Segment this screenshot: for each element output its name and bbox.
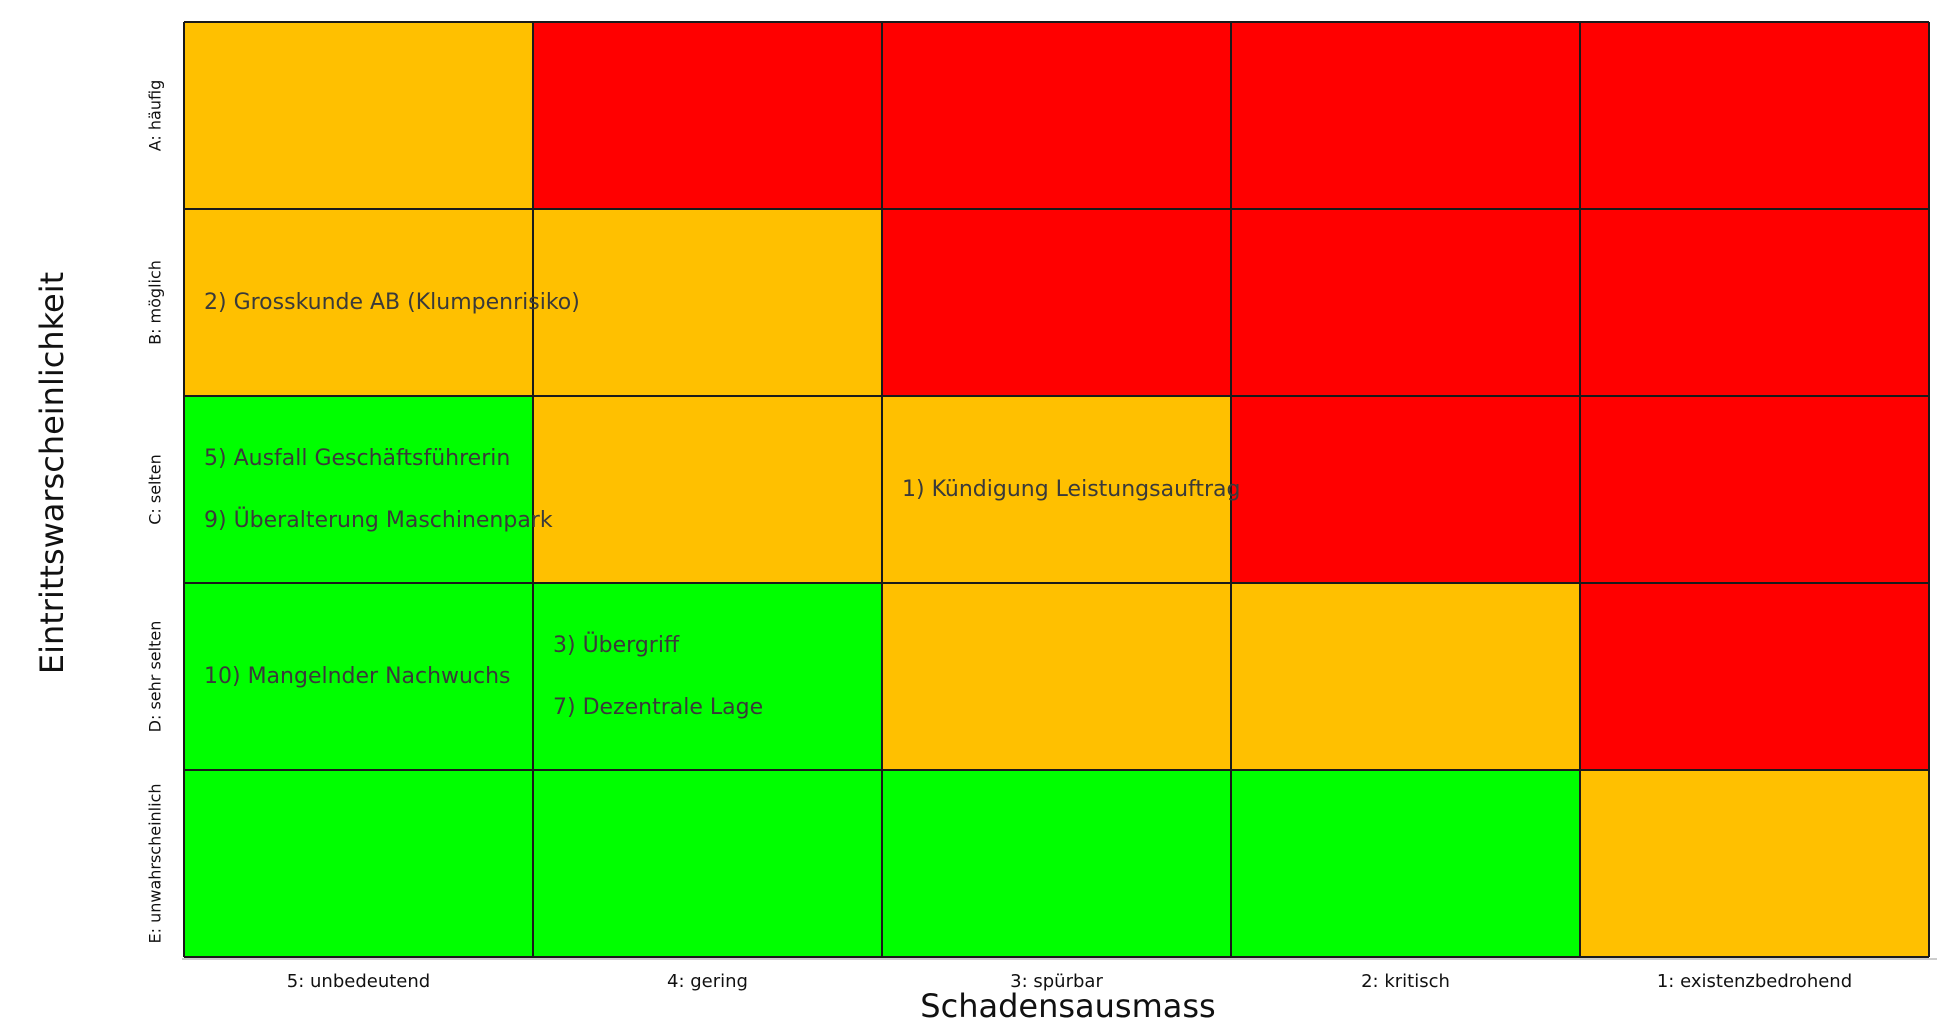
x-axis-title: Schadensausmass [920, 987, 1215, 1025]
risk-labels: 2) Grosskunde AB (Klumpenrisiko) 5) Ausfa… [204, 290, 1241, 720]
row-label-a-haufig: A: häufig [146, 80, 165, 151]
column-label-3-spurbar: 3: spürbar [1010, 971, 1103, 992]
matrix-cell-r4-c5 [1580, 583, 1929, 770]
risk-item-1-kundigung-leistungsauftrag: 1) Kündigung Leistungsauftrag [902, 477, 1241, 502]
risk-item-10-mangelnder-nachwuchs: 10) Mangelnder Nachwuchs [204, 664, 511, 689]
matrix-cell-r5-c5 [1580, 770, 1929, 957]
matrix-cell-r4-c4 [1231, 583, 1580, 770]
matrix-cell-r5-c4 [1231, 770, 1580, 957]
matrix-grid [182, 21, 1937, 960]
risk-item-5-ausfall-geschaftsfuhrerin: 5) Ausfall Geschäftsführerin [204, 446, 510, 471]
row-label-d-sehr-selten: D: sehr selten [146, 621, 165, 733]
matrix-cell-r4-c3 [882, 583, 1231, 770]
column-label-4-gering: 4: gering [667, 971, 748, 992]
risk-item-2-grosskunde-ab-klumpenrisiko: 2) Grosskunde AB (Klumpenrisiko) [204, 290, 580, 315]
matrix-cell-r3-c5 [1580, 396, 1929, 583]
matrix-cell-r3-c3 [882, 396, 1231, 583]
risk-item-7-dezentrale-lage: 7) Dezentrale Lage [553, 695, 763, 720]
matrix-cell-r3-c1 [184, 396, 533, 583]
matrix-cell-r5-c2 [533, 770, 882, 957]
row-label-e-unwahrscheinlich: E: unwahrscheinlich [146, 783, 165, 943]
column-label-5-unbedeutend: 5: unbedeutend [287, 971, 430, 992]
matrix-cell-r3-c2 [533, 396, 882, 583]
matrix-cell-r1-c5 [1580, 22, 1929, 209]
row-label-b-moglich: B: möglich [146, 260, 165, 345]
matrix-cell-r1-c4 [1231, 22, 1580, 209]
risk-item-9-uberalterung-maschinenpark: 9) Überalterung Maschinenpark [204, 507, 553, 533]
matrix-cell-r5-c1 [184, 770, 533, 957]
matrix-cell-r3-c4 [1231, 396, 1580, 583]
matrix-cell-r4-c1 [184, 583, 533, 770]
risk-item-3-ubergriff: 3) Übergriff [553, 632, 680, 658]
matrix-cell-r2-c3 [882, 209, 1231, 396]
row-label-c-selten: C: selten [146, 454, 165, 525]
column-labels: 5: unbedeutend 4: gering 3: spürbar 2: krit… [287, 971, 1852, 992]
matrix-cell-r5-c3 [882, 770, 1231, 957]
matrix-cell-r2-c2 [533, 209, 882, 396]
matrix-cell-r2-c1 [184, 209, 533, 396]
matrix-cell-r1-c3 [882, 22, 1231, 209]
matrix-cells [184, 22, 1929, 957]
matrix-cell-r1-c2 [533, 22, 882, 209]
matrix-cell-r2-c4 [1231, 209, 1580, 396]
matrix-cell-r1-c1 [184, 22, 533, 209]
column-label-1-existenzbedrohend: 1: existenzbedrohend [1657, 971, 1852, 992]
y-axis-title: Eintrittswarscheinlichkeit [33, 272, 71, 674]
matrix-cell-r4-c2 [533, 583, 882, 770]
matrix-cell-r2-c5 [1580, 209, 1929, 396]
row-labels: A: häufig B: möglich C: selten D: sehr selt… [146, 80, 165, 944]
column-label-2-kritisch: 2: kritisch [1361, 971, 1450, 992]
